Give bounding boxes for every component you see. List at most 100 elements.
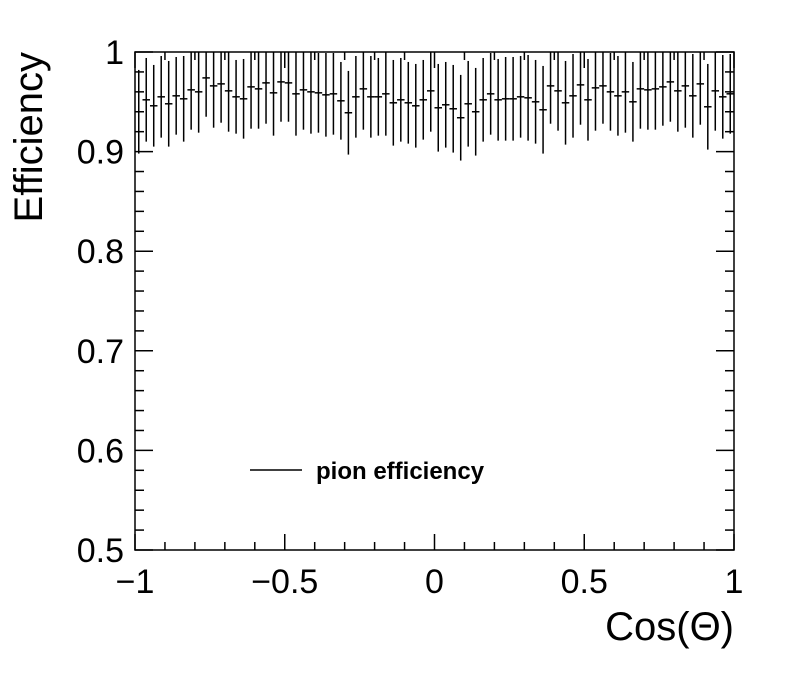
data-point bbox=[382, 52, 390, 136]
data-point bbox=[629, 61, 637, 142]
data-point bbox=[262, 52, 270, 124]
data-point bbox=[307, 52, 315, 134]
data-point bbox=[689, 53, 697, 138]
data-point bbox=[599, 52, 607, 124]
y-tick-label: 0.9 bbox=[77, 134, 124, 172]
data-point bbox=[164, 60, 173, 147]
data-point bbox=[651, 52, 660, 130]
x-tick-label: 1 bbox=[725, 563, 744, 601]
data-point bbox=[681, 52, 690, 128]
data-point bbox=[427, 52, 435, 132]
data-point bbox=[479, 57, 487, 142]
data-point bbox=[194, 52, 203, 133]
y-tick-label: 0.7 bbox=[77, 333, 124, 371]
data-point bbox=[546, 52, 555, 124]
data-point bbox=[659, 52, 667, 126]
data-point bbox=[254, 52, 263, 129]
data-point bbox=[232, 59, 240, 134]
data-point bbox=[509, 56, 517, 141]
data-points bbox=[135, 52, 734, 161]
data-point bbox=[569, 53, 577, 138]
legend: pion efficiency bbox=[250, 458, 485, 485]
data-point bbox=[456, 74, 465, 161]
data-point bbox=[404, 61, 413, 144]
data-point bbox=[531, 59, 540, 144]
data-point bbox=[142, 57, 150, 142]
data-point bbox=[397, 57, 405, 142]
data-point bbox=[554, 52, 562, 131]
axis-ticks bbox=[134, 51, 735, 551]
data-point bbox=[486, 52, 495, 135]
y-axis-tick-labels: 0.5 0.6 0.7 0.8 0.9 1 bbox=[77, 34, 124, 570]
data-point bbox=[374, 57, 383, 136]
data-point bbox=[539, 65, 547, 154]
data-point bbox=[666, 52, 675, 122]
data-point bbox=[367, 55, 375, 138]
x-tick-label: −1 bbox=[116, 563, 155, 601]
data-point bbox=[209, 52, 218, 128]
data-point bbox=[172, 56, 180, 135]
data-point bbox=[674, 52, 682, 132]
data-point bbox=[329, 52, 338, 135]
data-point bbox=[322, 52, 330, 137]
data-point bbox=[591, 52, 600, 131]
x-axis-tick-labels: −1 −0.5 0 0.5 1 bbox=[116, 563, 744, 601]
data-point bbox=[314, 52, 323, 133]
legend-label: pion efficiency bbox=[316, 458, 485, 485]
data-point bbox=[224, 52, 233, 132]
data-point bbox=[277, 52, 285, 122]
data-point bbox=[449, 64, 457, 153]
data-point bbox=[726, 53, 734, 134]
data-point bbox=[441, 61, 450, 148]
y-tick-label: 0.5 bbox=[77, 532, 124, 570]
data-point bbox=[269, 52, 278, 136]
data-point bbox=[494, 58, 502, 141]
x-axis-title: Cos(Θ) bbox=[605, 605, 734, 649]
y-tick-label: 0.6 bbox=[77, 432, 124, 470]
data-point bbox=[501, 56, 510, 141]
data-point bbox=[247, 52, 255, 129]
data-point bbox=[704, 63, 712, 150]
data-point bbox=[359, 52, 368, 130]
data-point bbox=[179, 55, 188, 142]
data-point bbox=[719, 54, 727, 139]
data-point bbox=[239, 58, 248, 139]
data-point bbox=[696, 52, 705, 125]
data-point bbox=[434, 63, 442, 152]
data-point bbox=[337, 61, 345, 140]
data-point bbox=[202, 52, 210, 117]
data-point bbox=[614, 55, 622, 136]
data-point bbox=[389, 59, 398, 146]
y-tick-label: 0.8 bbox=[77, 233, 124, 271]
data-point bbox=[644, 52, 652, 130]
data-point bbox=[157, 55, 165, 138]
x-tick-label: 0 bbox=[425, 563, 444, 601]
data-point bbox=[561, 60, 570, 145]
data-point bbox=[217, 52, 225, 123]
data-point bbox=[292, 52, 300, 136]
data-point bbox=[524, 54, 532, 141]
data-point bbox=[149, 64, 158, 147]
x-tick-label: −0.5 bbox=[251, 563, 318, 601]
data-point bbox=[711, 52, 720, 131]
data-point bbox=[344, 70, 353, 155]
data-point bbox=[636, 52, 645, 129]
data-point bbox=[419, 59, 428, 140]
data-point bbox=[412, 63, 420, 148]
data-point bbox=[299, 52, 308, 130]
data-point bbox=[352, 55, 360, 138]
y-axis-title: Efficiency bbox=[7, 52, 51, 222]
data-point bbox=[516, 55, 525, 138]
data-point bbox=[464, 60, 472, 147]
data-point bbox=[606, 52, 615, 131]
data-point bbox=[187, 52, 195, 130]
data-point bbox=[471, 67, 480, 156]
x-tick-label: 0.5 bbox=[561, 563, 608, 601]
data-point bbox=[576, 52, 585, 125]
y-tick-label: 1 bbox=[105, 34, 124, 72]
data-point bbox=[621, 52, 630, 133]
data-point bbox=[284, 52, 293, 122]
data-point bbox=[584, 58, 592, 141]
